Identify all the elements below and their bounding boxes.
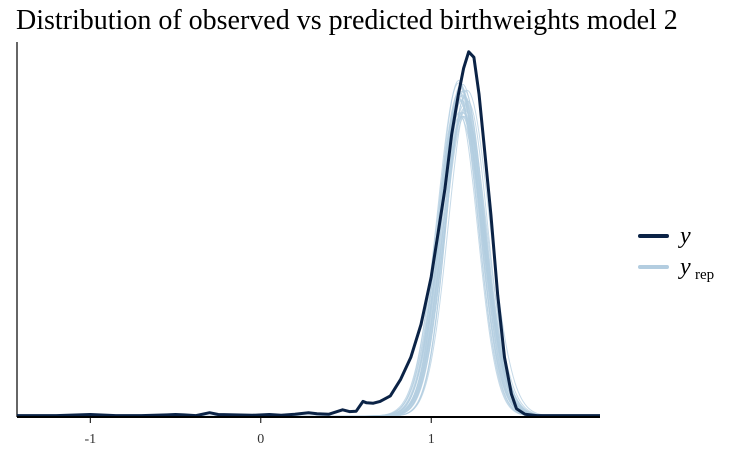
- yrep-density-line: [17, 98, 600, 417]
- x-axis-ticks: -1 0 1: [84, 417, 435, 447]
- legend: y y rep: [638, 223, 714, 283]
- yrep-density-line: [17, 104, 600, 417]
- legend-label-yrep: y: [678, 254, 691, 280]
- legend-label-yrep-subscript: rep: [695, 267, 714, 283]
- yrep-density-line: [17, 115, 600, 417]
- yrep-density-line: [17, 111, 600, 417]
- legend-label-y: y: [678, 223, 691, 249]
- yrep-density-line: [17, 116, 600, 417]
- yrep-density-line: [17, 92, 600, 417]
- yrep-density-line: [17, 89, 600, 417]
- yrep-density-line: [17, 87, 600, 417]
- x-tick-label: 0: [257, 432, 264, 447]
- yrep-density-line: [17, 82, 600, 417]
- x-tick-label: 1: [428, 432, 435, 447]
- yrep-density-line: [17, 87, 600, 417]
- yrep-series-group: [17, 79, 600, 417]
- y-density-line: [17, 50, 600, 418]
- chart-title: Distribution of observed vs predicted bi…: [16, 5, 678, 36]
- yrep-density-line: [17, 99, 600, 417]
- x-tick-label: -1: [84, 432, 96, 447]
- yrep-density-line: [17, 100, 600, 417]
- yrep-density-line: [17, 111, 600, 417]
- yrep-density-line: [17, 94, 600, 417]
- yrep-density-line: [17, 90, 600, 417]
- yrep-density-line: [17, 98, 600, 417]
- yrep-density-line: [17, 109, 600, 417]
- yrep-density-line: [17, 112, 600, 417]
- yrep-density-line: [17, 115, 600, 417]
- yrep-density-line: [17, 92, 600, 417]
- yrep-density-line: [17, 91, 600, 417]
- yrep-density-line: [17, 99, 600, 417]
- yrep-density-line: [17, 107, 600, 417]
- yrep-density-line: [17, 84, 600, 417]
- yrep-density-line: [17, 95, 600, 417]
- yrep-density-line: [17, 89, 600, 417]
- yrep-density-line: [17, 97, 600, 417]
- y-series-group: [17, 50, 600, 418]
- yrep-density-line: [17, 115, 600, 417]
- yrep-density-line: [17, 79, 600, 417]
- plot-area: -1 0 1: [16, 42, 600, 447]
- yrep-density-line: [17, 83, 600, 417]
